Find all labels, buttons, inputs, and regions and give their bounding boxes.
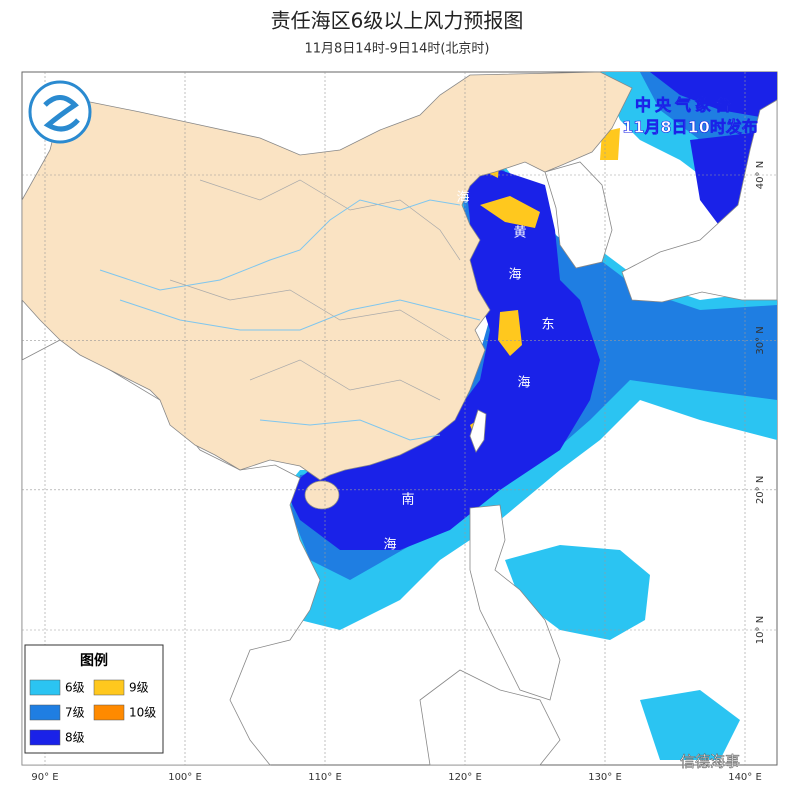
- hainan: [304, 480, 340, 510]
- legend-label: 8级: [65, 731, 85, 745]
- legend-label: 10级: [129, 706, 156, 720]
- legend-swatch: [93, 679, 125, 696]
- sea-label: 海: [456, 191, 469, 206]
- korea: [544, 161, 613, 269]
- issue-time: 11月8日10时发布: [622, 118, 758, 137]
- wind-area: [285, 170, 600, 550]
- sea-label: 海: [508, 268, 521, 283]
- legend-swatch: [29, 679, 61, 696]
- wind-area: [480, 196, 540, 228]
- legend-swatch: [29, 729, 61, 746]
- wind-area: [498, 310, 522, 356]
- province-borders: [169, 279, 451, 341]
- lat-label: 20° N: [755, 476, 766, 504]
- lon-label: 140° E: [728, 772, 762, 783]
- lon-label: 110° E: [308, 772, 342, 783]
- legend: 图例 6级 7级 8级 9级 10级: [24, 644, 164, 754]
- province-borders: [199, 179, 461, 261]
- river: [99, 199, 461, 291]
- logo-mark: [43, 95, 80, 132]
- wind-layer: [60, 72, 777, 760]
- sea-label: 黄: [513, 226, 526, 241]
- legend-label: 6级: [65, 681, 85, 695]
- province-borders: [249, 359, 441, 401]
- sea-label: 海: [383, 538, 396, 553]
- wind-area: [640, 690, 740, 760]
- sea-label: 海: [517, 376, 530, 391]
- philippines: [469, 504, 561, 701]
- logo: [28, 80, 92, 144]
- lon-label: 100° E: [168, 772, 202, 783]
- lon-label: 90° E: [31, 772, 58, 783]
- subtitle: 11月8日14时-9日14时(北京时): [304, 42, 489, 57]
- legend-label: 7级: [65, 706, 85, 720]
- legend-title: 图例: [80, 652, 108, 669]
- china: [21, 71, 633, 481]
- legend-label: 9级: [129, 681, 149, 695]
- legend-swatch: [29, 704, 61, 721]
- lat-label: 10° N: [755, 616, 766, 644]
- title: 责任海区6级以上风力预报图: [271, 9, 524, 33]
- lat-label: 30° N: [755, 326, 766, 354]
- borneo: [419, 669, 561, 766]
- lon-label: 120° E: [448, 772, 482, 783]
- legend-swatch: [93, 704, 125, 721]
- wind-area: [505, 545, 650, 640]
- issuer-agency: 中央气象台: [635, 96, 735, 115]
- watermark: 信德海事: [680, 753, 740, 771]
- river: [259, 419, 441, 441]
- taiwan: [469, 409, 487, 453]
- japan: [621, 99, 778, 303]
- sea-label: 东: [541, 318, 554, 333]
- lat-label: 40° N: [755, 161, 766, 189]
- graticule: 90° E 100° E 110° E 120° E 130° E 140° E 40° N…: [22, 72, 777, 783]
- lon-label: 130° E: [588, 772, 622, 783]
- sea-label: 南: [401, 492, 414, 508]
